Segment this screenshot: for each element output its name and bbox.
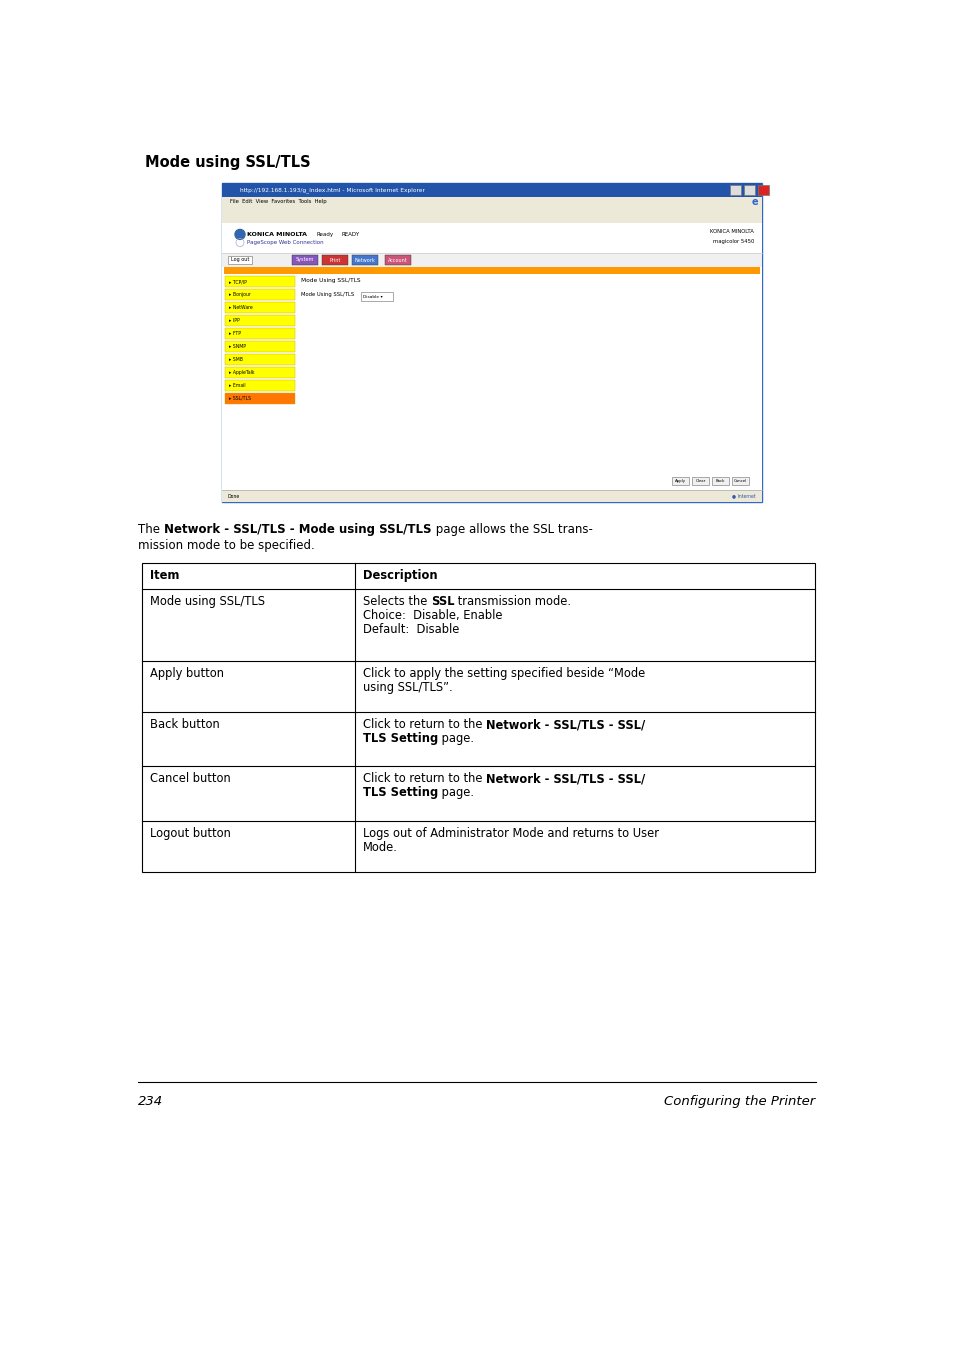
Bar	[225, 354, 294, 365]
Text: TLS Setting: TLS Setting	[363, 786, 437, 800]
Text: Mode using SSL/TLS: Mode using SSL/TLS	[150, 594, 265, 608]
Text: Selects the: Selects the	[363, 594, 431, 608]
Bar	[225, 380, 294, 390]
Text: Apply: Apply	[675, 480, 685, 484]
Bar	[225, 393, 294, 404]
Text: Item: Item	[150, 569, 179, 582]
Text: e: e	[751, 197, 758, 207]
Text: Clear: Clear	[695, 480, 705, 484]
Bar	[224, 267, 760, 274]
Bar	[729, 185, 740, 195]
Bar	[352, 255, 377, 265]
Text: KONICA MINOLTA: KONICA MINOLTA	[247, 232, 307, 236]
Text: ▸ SMB: ▸ SMB	[229, 357, 243, 362]
Text: File  Edit  View  Favorites  Tools  Help: File Edit View Favorites Tools Help	[230, 200, 326, 204]
Text: Mode.: Mode.	[363, 840, 397, 854]
Text: using SSL/TLS”.: using SSL/TLS”.	[363, 681, 452, 694]
Bar	[758, 185, 768, 195]
Text: Network - SSL/TLS - Mode using SSL/TLS: Network - SSL/TLS - Mode using SSL/TLS	[164, 523, 431, 536]
Text: System: System	[295, 258, 314, 262]
Text: Mode Using SSL/TLS: Mode Using SSL/TLS	[301, 278, 360, 282]
Bar	[292, 255, 317, 265]
Text: Network: Network	[355, 258, 375, 262]
Bar	[224, 274, 295, 490]
Text: ● Internet: ● Internet	[732, 493, 755, 499]
Bar	[228, 255, 252, 263]
Text: Logout button: Logout button	[150, 827, 231, 839]
Text: ▸ Bonjour: ▸ Bonjour	[229, 292, 251, 297]
Bar	[222, 223, 761, 253]
Bar	[222, 182, 761, 503]
Text: ▸ FTP: ▸ FTP	[229, 331, 241, 336]
Bar	[222, 197, 761, 207]
Bar	[731, 477, 748, 485]
Text: TLS Setting: TLS Setting	[363, 732, 437, 746]
Bar	[671, 477, 688, 485]
Bar	[222, 207, 761, 223]
Bar	[225, 276, 294, 286]
Text: Done: Done	[228, 493, 240, 499]
Circle shape	[234, 230, 245, 239]
Text: http://192.168.1.193/g_Index.html - Microsoft Internet Explorer: http://192.168.1.193/g_Index.html - Micr…	[240, 188, 424, 193]
Bar	[222, 490, 761, 503]
Text: Choice:  Disable, Enable: Choice: Disable, Enable	[363, 609, 502, 621]
Bar	[225, 367, 294, 378]
Bar	[360, 292, 393, 301]
Text: transmission mode.: transmission mode.	[454, 594, 571, 608]
Bar	[142, 563, 814, 871]
Bar	[691, 477, 708, 485]
Text: Click to return to the: Click to return to the	[363, 719, 486, 731]
Text: Logs out of Administrator Mode and returns to User: Logs out of Administrator Mode and retur…	[363, 827, 659, 839]
Text: magicolor 5450: magicolor 5450	[712, 239, 753, 245]
Bar	[385, 255, 411, 265]
Bar	[225, 328, 294, 339]
Text: page.: page.	[437, 786, 474, 800]
Bar	[225, 315, 294, 326]
Bar	[222, 223, 761, 503]
Text: page.: page.	[437, 732, 474, 746]
Text: page allows the SSL trans-: page allows the SSL trans-	[431, 523, 592, 536]
Text: mission mode to be specified.: mission mode to be specified.	[138, 539, 314, 553]
Bar	[225, 303, 294, 313]
Text: KONICA MINOLTA: KONICA MINOLTA	[709, 230, 753, 234]
Bar	[743, 185, 754, 195]
Text: Mode Using SSL/TLS: Mode Using SSL/TLS	[301, 292, 354, 297]
Text: Configuring the Printer: Configuring the Printer	[663, 1096, 815, 1108]
Text: PageScope Web Connection: PageScope Web Connection	[247, 240, 323, 245]
Bar	[225, 289, 294, 300]
Text: ▸ SSL/TLS: ▸ SSL/TLS	[229, 396, 251, 401]
Text: ▸ NetWare: ▸ NetWare	[229, 305, 253, 309]
Text: Disable ▾: Disable ▾	[363, 295, 382, 299]
Text: ▸ IPP: ▸ IPP	[229, 317, 239, 323]
Text: Mode using SSL/TLS: Mode using SSL/TLS	[145, 155, 311, 170]
Text: Account: Account	[388, 258, 408, 262]
Bar	[711, 477, 728, 485]
Bar	[222, 182, 761, 197]
Bar	[322, 255, 348, 265]
Text: Log out: Log out	[231, 258, 249, 262]
Bar	[225, 340, 294, 353]
Text: ▸ AppleTalk: ▸ AppleTalk	[229, 370, 254, 376]
Text: Default:  Disable: Default: Disable	[363, 623, 459, 636]
Text: Print: Print	[329, 258, 340, 262]
Text: Description: Description	[363, 569, 437, 582]
Text: Click to return to the: Click to return to the	[363, 773, 486, 785]
Text: SSL: SSL	[431, 594, 454, 608]
Text: Network - SSL/TLS - SSL/: Network - SSL/TLS - SSL/	[486, 773, 644, 785]
Text: Cancel button: Cancel button	[150, 773, 231, 785]
Text: Ready: Ready	[316, 232, 334, 236]
Text: ▸ TCP/IP: ▸ TCP/IP	[229, 280, 247, 284]
Text: Back: Back	[715, 480, 724, 484]
Text: ▸ Email: ▸ Email	[229, 382, 245, 388]
Text: Apply button: Apply button	[150, 667, 224, 680]
Text: Network - SSL/TLS - SSL/: Network - SSL/TLS - SSL/	[486, 719, 644, 731]
Text: Back button: Back button	[150, 719, 219, 731]
Bar	[222, 253, 761, 267]
Text: 234: 234	[138, 1096, 163, 1108]
Text: READY: READY	[341, 232, 359, 236]
Text: Click to apply the setting specified beside “Mode: Click to apply the setting specified bes…	[363, 667, 644, 680]
Text: The: The	[138, 523, 164, 536]
Text: Cancel: Cancel	[733, 480, 746, 484]
Text: ▸ SNMP: ▸ SNMP	[229, 345, 246, 349]
